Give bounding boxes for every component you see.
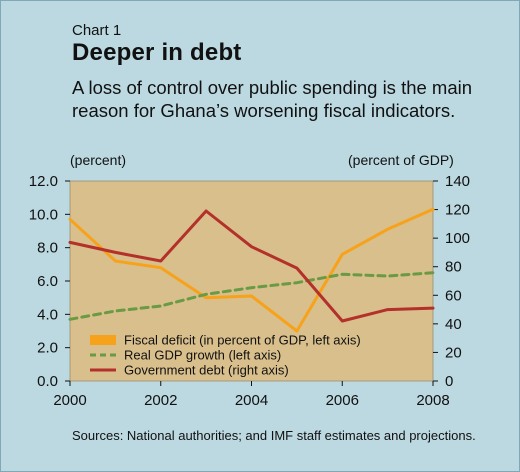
right-tick-label: 120 [445,202,470,219]
x-tick-label: 2008 [416,392,449,409]
right-tick-label: 0 [445,373,453,390]
right-axis-unit: (percent of GDP) [348,152,454,168]
plot-area [69,180,434,382]
left-tick-label: 4.0 [37,306,58,323]
right-tick-label: 140 [445,173,470,190]
chart-title: Deeper in debt [72,39,242,66]
right-tick-label: 20 [445,344,462,361]
left-axis-unit: (percent) [70,152,127,168]
chart-kicker: Chart 1 [72,22,122,39]
chart-subtitle: A loss of control over public spending i… [72,77,473,121]
right-tick-label: 100 [445,230,470,247]
fiscal-deficit-line [68,207,435,333]
source-note: Sources: National authorities; and IMF s… [72,428,476,443]
legend-label: Fiscal deficit (in percent of GDP, left … [124,333,361,348]
gdp-growth-line [68,271,435,321]
legend-swatch-fiscal-deficit [90,335,116,345]
left-tick-label: 12.0 [29,173,58,190]
x-tick-label: 2002 [144,392,177,409]
right-tick-label: 40 [445,316,462,333]
government-debt-line [68,209,435,323]
x-tick-label: 2006 [326,392,359,409]
left-tick-label: 0.0 [37,373,58,390]
left-tick-label: 8.0 [37,240,58,257]
left-tick-label: 10.0 [29,206,58,223]
legend-label: Government debt (right axis) [124,363,289,378]
left-tick-label: 6.0 [37,273,58,290]
x-tick-label: 2004 [235,392,268,409]
legend-label: Real GDP growth (left axis) [124,348,281,363]
right-tick-label: 80 [445,259,462,276]
right-tick-label: 60 [445,287,462,304]
x-tick-label: 2000 [53,392,86,409]
left-tick-label: 2.0 [37,340,58,357]
